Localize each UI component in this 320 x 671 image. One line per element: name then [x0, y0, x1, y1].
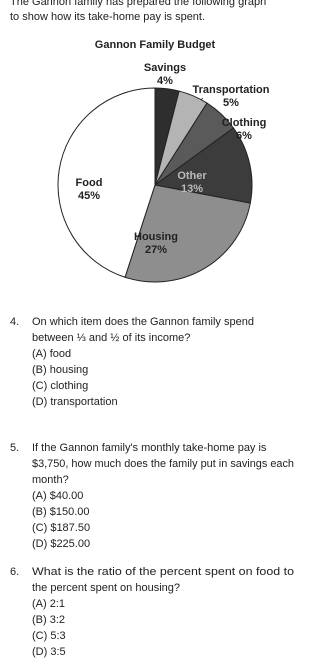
question-line: On which item does the Gannon family spe…	[32, 316, 254, 328]
answer-option: (D) $225.00	[32, 538, 90, 550]
answer-option: (C) clothing	[32, 380, 88, 392]
pie-slice	[153, 127, 253, 204]
pie-slice	[57, 87, 156, 278]
answer-option: (A) 2:1	[32, 598, 65, 610]
slice-label: 4%	[157, 75, 173, 87]
slice-name: Clothing	[222, 117, 267, 129]
answer-option: (B) $150.00	[32, 506, 89, 518]
slice-label: 13%	[181, 183, 203, 195]
slice-name: Other	[177, 170, 207, 182]
answer-option: (C) 5:3	[32, 630, 66, 642]
answer-option: (B) housing	[32, 364, 88, 376]
slice-name: Savings	[144, 62, 186, 74]
answer-option: (A) $40.00	[32, 490, 83, 502]
slice-label: 45%	[78, 190, 100, 202]
answer-option: (A) food	[32, 348, 71, 360]
answer-option: (D) transportation	[32, 396, 118, 408]
chart-title: Gannon Family Budget	[95, 39, 216, 51]
question-line: the percent spent on housing?	[32, 582, 180, 594]
slice-label: 27%	[145, 244, 167, 256]
question-number: 4.	[10, 316, 19, 328]
slice-label: 6%	[236, 130, 252, 142]
slice-name: Transportation	[192, 84, 269, 96]
answer-option: (C) $187.50	[32, 522, 90, 534]
pie-slice	[124, 184, 251, 283]
page: The Gannon family has prepared the follo…	[10, 0, 294, 658]
slice-name: Food	[76, 177, 103, 189]
answer-option: (B) 3:2	[32, 614, 65, 626]
intro-line: to show how its take-home pay is spent.	[10, 11, 205, 23]
question-line: What is the ratio of the percent spent o…	[32, 566, 294, 578]
question-number: 6.	[10, 566, 19, 578]
question-line: month?	[32, 474, 69, 486]
question-line: If the Gannon family's monthly take-home…	[32, 442, 267, 454]
slice-name: Housing	[134, 231, 178, 243]
question-line: $3,750, how much does the family put in …	[32, 458, 294, 470]
slice-label: 5%	[223, 97, 239, 109]
question-line: between ⅓ and ½ of its income?	[32, 332, 190, 344]
question-number: 5.	[10, 442, 19, 454]
intro-line: The Gannon family has prepared the follo…	[10, 0, 266, 8]
answer-option: (D) 3:5	[32, 646, 66, 658]
